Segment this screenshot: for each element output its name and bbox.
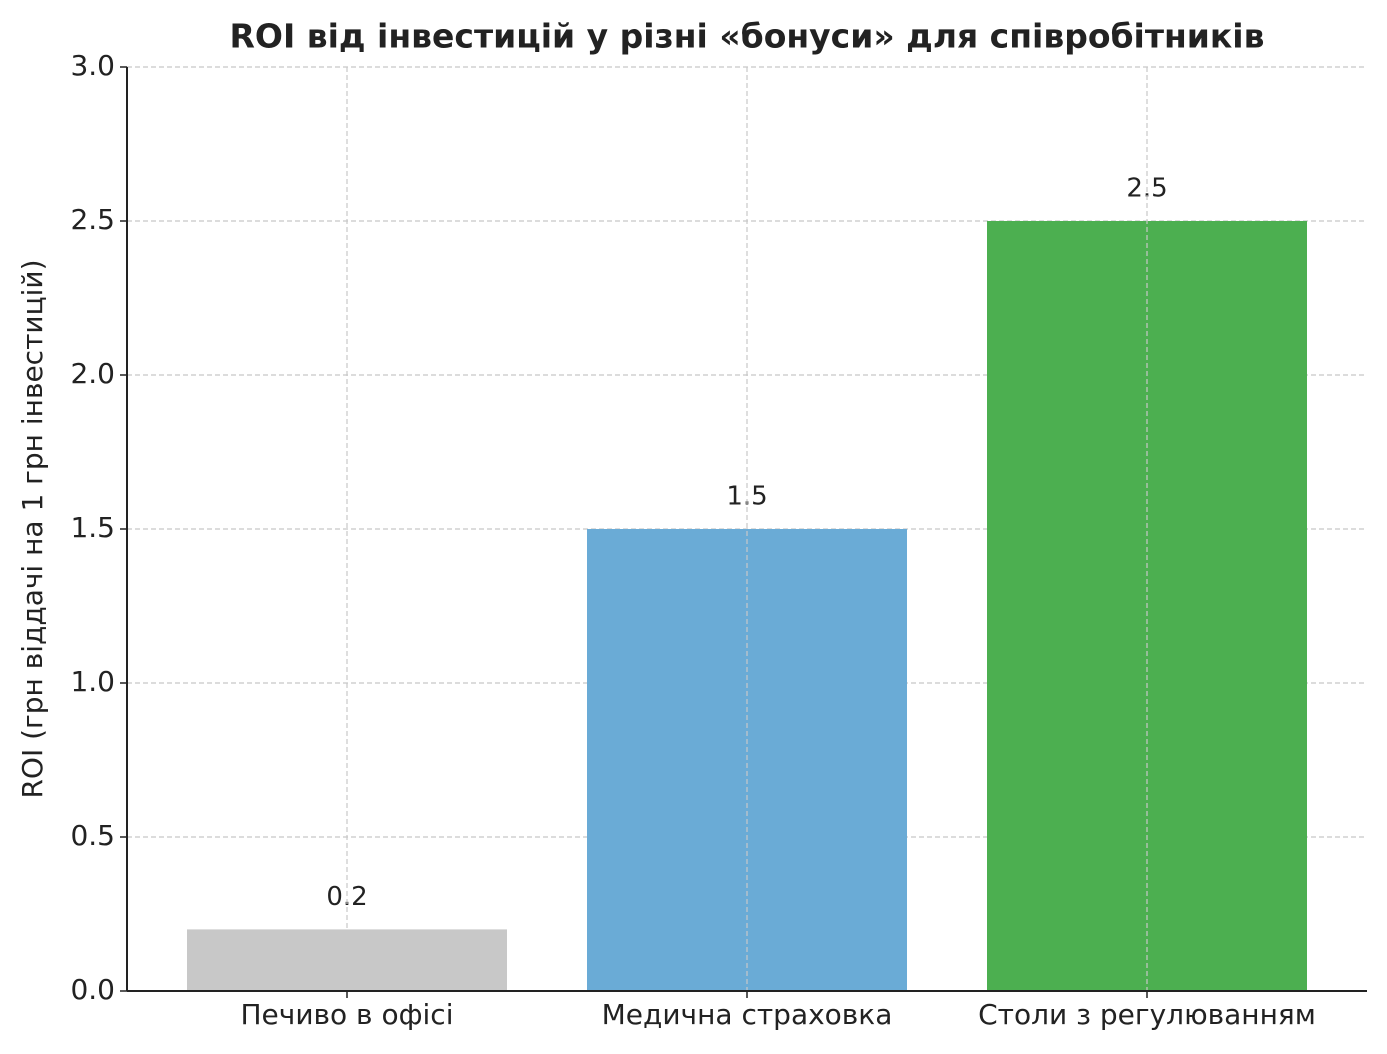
y-tick-label: 0.0 [70,973,115,1006]
y-tick-label: 1.5 [70,511,115,544]
chart-title: ROI від інвестицій у різні «бонуси» для … [229,17,1264,56]
y-tick-label: 1.0 [70,665,115,698]
y-axis-label: ROI (грн віддачі на 1 грн інвестицій) [16,259,49,798]
y-tick-label: 2.5 [70,203,115,236]
x-tick-label: Печиво в офісі [241,998,454,1031]
y-tick-label: 0.5 [70,819,115,852]
y-tick-label: 2.0 [70,357,115,390]
x-tick-label: Медична страховка [602,998,893,1031]
y-tick-label: 3.0 [70,49,115,82]
x-tick-label: Столи з регулюванням [978,998,1316,1031]
